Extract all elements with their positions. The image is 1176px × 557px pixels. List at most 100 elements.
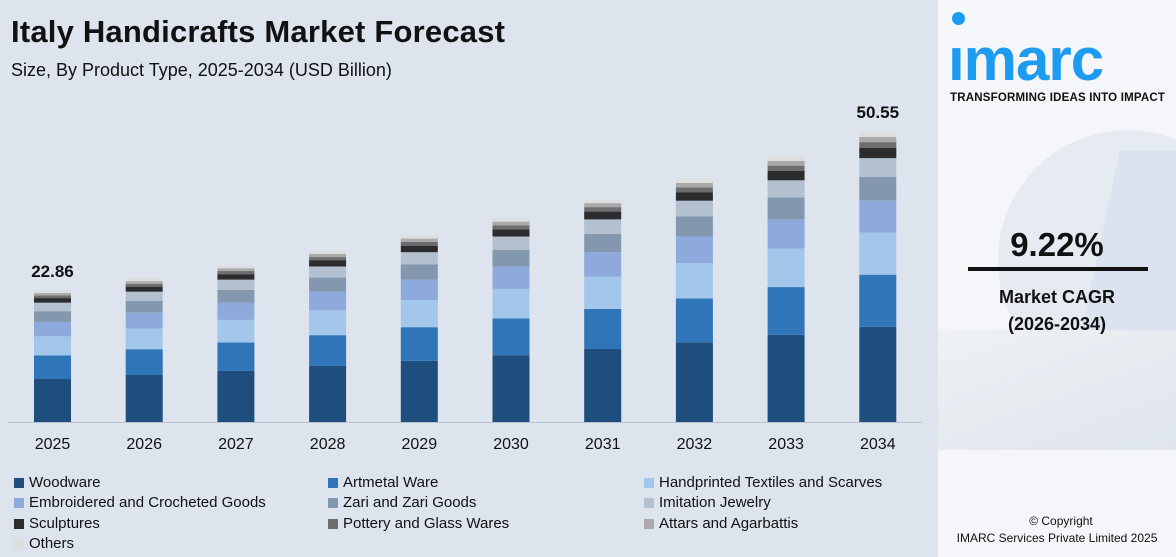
bar-segment — [125, 349, 163, 376]
logo-tagline: TRANSFORMING IDEAS INTO IMPACT — [950, 92, 1166, 104]
bar-segment — [859, 136, 897, 143]
bar-segment — [125, 286, 163, 292]
bar-segment — [767, 160, 805, 166]
bar-segment — [859, 158, 897, 177]
bar-segment — [400, 279, 438, 301]
logo-dot — [952, 12, 965, 25]
bar-segment — [767, 170, 805, 181]
bar-segment — [859, 176, 897, 201]
bar-segment — [309, 254, 347, 258]
x-tick-label: 2029 — [402, 436, 438, 453]
bar-segment — [767, 180, 805, 198]
bar-segment — [584, 308, 622, 349]
bar-segment — [217, 370, 255, 422]
bar-segment — [400, 327, 438, 361]
stacked-bar-chart: 2025 2026 2027 2028 2029 2030 2031 2032 2033 2034… — [8, 103, 922, 453]
bar-segment — [675, 342, 713, 422]
brand-panel: ımarc TRANSFORMING IDEAS INTO IMPACT 9.2… — [938, 0, 1176, 557]
bar-segment — [675, 178, 713, 183]
x-tick-label: 2028 — [310, 436, 346, 453]
bar-segment — [584, 276, 622, 309]
chart-panel: Italy Handicrafts Market Forecast Size, … — [8, 14, 922, 552]
bar-segment — [34, 302, 71, 312]
bar-segment — [859, 132, 897, 137]
bar-segment — [859, 232, 897, 275]
bar-segment — [34, 311, 71, 322]
bar-segment — [492, 249, 530, 267]
bar-segment — [675, 263, 713, 299]
bar-segment — [859, 142, 897, 148]
cagr-label: Market CAGR (2026-2034) — [938, 284, 1176, 338]
bar-segment — [584, 219, 622, 234]
bar-segment — [584, 199, 622, 204]
copyright-label: © Copyright — [1029, 514, 1093, 528]
legend-item: Embroidered and Crocheted Goods — [14, 494, 266, 511]
bar-segment — [309, 335, 347, 366]
imarc-logo: ımarc — [948, 26, 1104, 93]
legend-swatch — [328, 498, 338, 509]
bar-segment — [125, 278, 163, 282]
bar-segment — [217, 302, 255, 320]
bar-segment — [34, 321, 71, 337]
bar-segment — [400, 360, 438, 422]
bar-segment — [400, 252, 438, 265]
bar-segment — [767, 156, 805, 161]
legend-swatch — [644, 478, 654, 488]
bar-segment — [492, 229, 530, 237]
bar-segment — [125, 312, 163, 329]
bar-segment — [217, 268, 255, 272]
bar-segment — [125, 375, 163, 422]
chart-title: Italy Handicrafts Market Forecast — [11, 14, 506, 49]
bar-segment — [309, 291, 347, 311]
bar-segment — [492, 355, 530, 422]
cagr-label-text: Market CAGR — [998, 287, 1116, 307]
bar-segment — [859, 147, 897, 159]
legend-swatch — [328, 518, 338, 529]
bar-segment — [584, 207, 622, 212]
bar-segment — [309, 266, 347, 278]
bar-segment — [400, 300, 438, 328]
legend-swatch — [14, 498, 24, 509]
bar-segment — [400, 235, 438, 239]
bar-segment — [34, 355, 71, 379]
bar-segment — [859, 274, 897, 327]
x-tick-label: 2033 — [768, 436, 804, 453]
bar-segment — [309, 251, 347, 255]
legend-swatch — [644, 518, 654, 529]
x-tick-label: 2025 — [35, 436, 71, 453]
cagr-divider — [968, 267, 1148, 271]
bar-segment — [492, 221, 530, 226]
legend-swatch — [14, 518, 24, 529]
legend-label: Others — [29, 534, 75, 552]
bar-segment — [309, 257, 347, 261]
bar-segment — [217, 274, 255, 280]
bar-segment — [34, 290, 71, 294]
bar-segment — [400, 245, 438, 253]
bar-segment — [767, 197, 805, 220]
bar-segment — [34, 336, 71, 356]
bar-segment — [125, 281, 163, 284]
legend-label: Handprinted Textiles and Scarves — [659, 474, 883, 491]
bar-segment — [492, 225, 530, 230]
bar-segment — [584, 252, 622, 277]
legend-item: Others — [14, 535, 74, 552]
bar-segment — [859, 200, 897, 233]
legend-item: Artmetal Ware — [328, 474, 438, 491]
bar-segment — [217, 265, 255, 269]
chart-subtitle: Size, By Product Type, 2025-2034 (USD Bi… — [11, 60, 392, 80]
legend-label: Artmetal Ware — [343, 474, 439, 491]
legend-label: Pottery and Glass Wares — [343, 514, 510, 532]
bar-segment — [675, 236, 713, 264]
bar-segment — [400, 241, 438, 246]
legend-swatch — [14, 538, 24, 549]
bar-segment — [675, 298, 713, 343]
x-tick-label: 2030 — [493, 436, 529, 453]
bar-segment — [217, 279, 255, 290]
bar-segment — [400, 264, 438, 280]
bar-segment — [125, 283, 163, 287]
bar-segment — [492, 218, 530, 222]
x-tick-label: 2032 — [677, 436, 713, 453]
bar-segment — [492, 266, 530, 289]
legend-label: Imitation Jewelry — [659, 494, 771, 512]
